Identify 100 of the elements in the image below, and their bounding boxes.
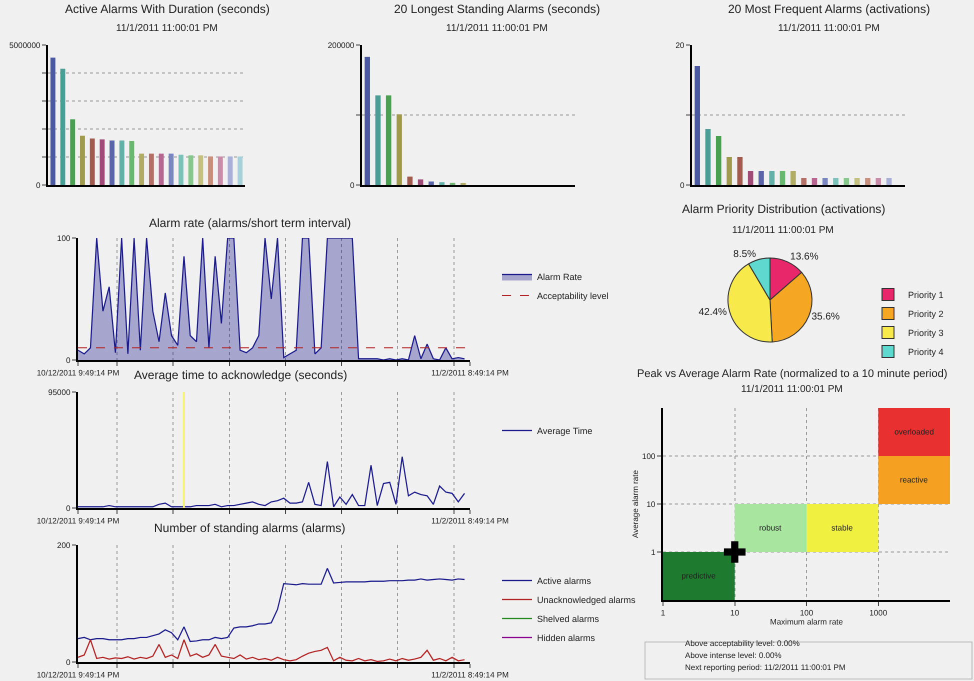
y-axis-title: Average alarm rate — [631, 470, 640, 538]
data-label: 13.6% — [790, 252, 819, 263]
chart-title: 20 Longest Standing Alarms (seconds) — [394, 2, 600, 16]
bar — [790, 171, 796, 185]
text: Above acceptability level: 0.00% — [685, 639, 800, 648]
bar — [70, 119, 76, 185]
legend-label: Hidden alarms — [537, 633, 596, 644]
y-tick-label: 20 — [675, 40, 685, 50]
bar — [886, 178, 892, 185]
bar — [705, 129, 711, 185]
chart-title: Alarm rate (alarms/short term interval) — [149, 216, 352, 230]
x-tick-label: 1 — [660, 608, 666, 618]
legend-label: Shelved alarms — [537, 614, 600, 624]
bar — [878, 456, 950, 504]
bar — [734, 504, 806, 552]
data-label: predictive — [681, 572, 716, 580]
data-label: stable — [831, 524, 854, 532]
y-tick-label: 0 — [350, 180, 355, 190]
data-label: 8.5% — [733, 248, 756, 260]
data-label: robust — [759, 524, 782, 532]
y-tick-label: 200000 — [328, 40, 355, 50]
legend-label: Alarm Rate — [537, 272, 582, 282]
bar — [60, 68, 66, 185]
data-label: 42.4% — [698, 307, 728, 318]
y-tick-label: 1 — [650, 548, 656, 557]
bar — [50, 58, 56, 185]
bar — [188, 155, 194, 185]
line-series — [78, 639, 466, 662]
line-series — [78, 568, 466, 642]
x-tick-label: 10/12/2011 9:49:14 PM — [36, 516, 120, 526]
legend-label: Priority 2 — [908, 309, 944, 320]
bar — [876, 178, 882, 185]
bar — [878, 408, 950, 456]
bar — [716, 136, 722, 185]
bar — [407, 176, 413, 185]
y-tick-label: 0 — [680, 180, 685, 190]
x-tick-label: 10/12/2011 9:49:14 PM — [36, 670, 120, 680]
bar — [758, 171, 764, 185]
legend-label: Acceptability level — [537, 291, 609, 302]
chart-title: Alarm Priority Distribution (activations) — [682, 202, 886, 216]
y-tick-label: 200 — [57, 540, 71, 550]
chart-subtitle: 11/1/2011 11:00:01 PM — [778, 23, 880, 34]
data-label: reactive — [900, 476, 928, 484]
y-tick-label: 100 — [57, 234, 71, 243]
data-label: overloaded — [894, 428, 934, 436]
bar — [844, 178, 850, 185]
y-tick-label: 5000000 — [9, 40, 41, 50]
bar — [694, 66, 700, 185]
bar — [737, 157, 743, 185]
bar — [364, 56, 370, 185]
x-tick-label: 10/12/2011 9:49:14 PM — [36, 368, 120, 378]
bar — [854, 178, 860, 185]
chart-title: 20 Most Frequent Alarms (activations) — [728, 2, 930, 16]
x-tick-label: 11/2/2011 8:49:14 PM — [431, 368, 510, 378]
legend-label: Priority 3 — [908, 328, 944, 338]
bar — [822, 178, 828, 185]
bar — [129, 141, 134, 185]
bar — [198, 155, 204, 185]
bar — [375, 95, 381, 185]
bar — [238, 156, 243, 185]
bar — [139, 154, 144, 185]
y-tick-label: 10 — [646, 500, 656, 509]
bar — [218, 156, 223, 185]
bar — [178, 154, 184, 185]
line-series — [78, 456, 466, 508]
text: Above intense level: 0.00% — [685, 651, 782, 660]
bar — [812, 178, 818, 185]
bar — [428, 182, 434, 185]
bar — [663, 552, 735, 600]
bar — [418, 179, 424, 185]
text: Next reporting period: 11/2/2011 11:00:01 PM — [685, 663, 846, 672]
bar — [726, 157, 732, 185]
bar — [748, 171, 754, 185]
bar — [439, 182, 445, 185]
bar — [158, 154, 164, 185]
bar — [208, 156, 213, 185]
chart-subtitle: 11/1/2011 11:00:01 PM — [741, 384, 843, 395]
bar — [865, 178, 870, 185]
x-axis-title: Maximum alarm rate — [770, 618, 844, 627]
chart-title: Active Alarms With Duration (seconds) — [65, 2, 270, 16]
bar — [806, 504, 878, 552]
x-tick-label: 1000 — [869, 608, 888, 618]
data-label: 35.6% — [811, 312, 840, 323]
legend-label: Unacknowledged alarms — [537, 595, 636, 606]
x-tick-label: 11/2/2011 8:49:14 PM — [431, 670, 510, 680]
legend-label: Priority 1 — [908, 290, 944, 300]
bar — [100, 139, 105, 185]
chart-subtitle: 11/1/2011 11:00:01 PM — [116, 23, 218, 34]
y-tick-label: 100 — [642, 452, 656, 461]
chart-title: Number of standing alarms (alarms) — [154, 521, 346, 535]
bar — [228, 156, 233, 185]
chart-title: Average time to acknowledge (seconds) — [134, 368, 348, 382]
y-tick-label: 0 — [36, 180, 41, 190]
bar — [148, 154, 154, 185]
bar — [780, 171, 786, 185]
bar — [90, 138, 95, 185]
bar — [386, 95, 392, 185]
bar — [119, 140, 124, 185]
chart-title: Peak vs Average Alarm Rate (normalized to a 10 minute period) — [637, 368, 948, 380]
y-tick-label: 95000 — [48, 388, 71, 397]
